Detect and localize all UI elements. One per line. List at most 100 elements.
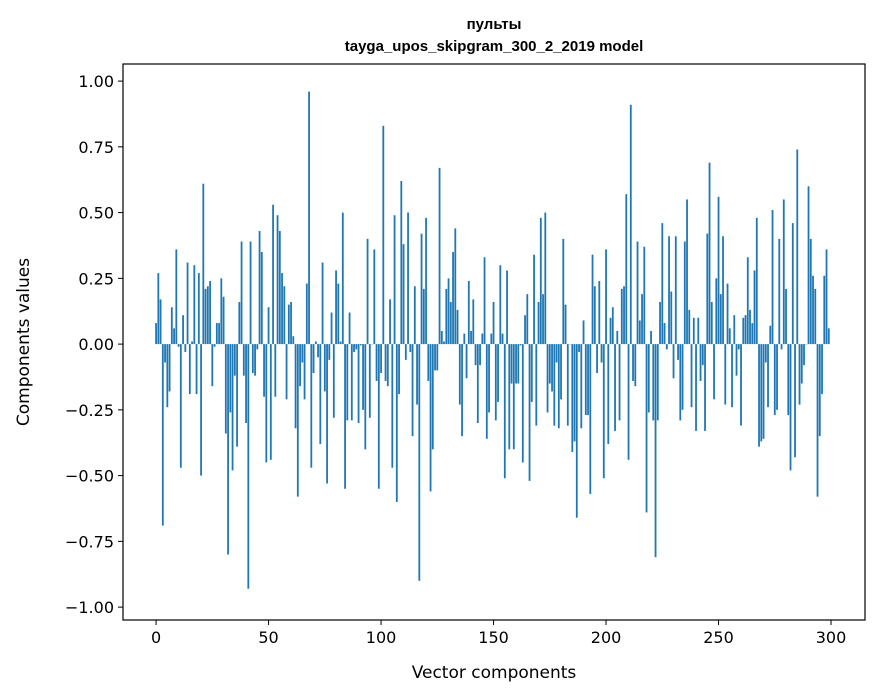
bars-group [155, 91, 830, 589]
bar [717, 196, 720, 345]
bar [251, 344, 254, 374]
y-tick-label: 0.75 [78, 138, 114, 157]
bar [258, 231, 261, 345]
bar [537, 302, 540, 345]
bar [785, 288, 787, 345]
bar [762, 344, 765, 439]
bar [409, 344, 412, 352]
bar [335, 270, 337, 345]
bar [710, 302, 713, 345]
bar [206, 286, 209, 345]
bar [555, 344, 558, 363]
bar [591, 254, 594, 345]
bar [195, 344, 198, 395]
bar [265, 344, 268, 463]
bar [344, 344, 346, 489]
bar [697, 317, 700, 345]
bar [605, 249, 607, 345]
bar [773, 344, 776, 416]
bar [285, 344, 288, 400]
bar [530, 344, 533, 402]
bar [269, 344, 272, 460]
bar [233, 344, 236, 376]
x-tick-label: 0 [151, 628, 161, 647]
bar [332, 344, 335, 418]
bar [413, 286, 416, 345]
bar [483, 257, 486, 345]
bar [706, 233, 709, 345]
bar [395, 344, 398, 502]
bar [348, 312, 351, 345]
bar [575, 344, 578, 518]
bar [674, 236, 677, 345]
bar [602, 344, 605, 479]
bar [620, 288, 623, 345]
bar [474, 344, 477, 366]
bar [704, 344, 706, 431]
bar [645, 344, 648, 513]
bar [812, 275, 814, 345]
bar [384, 344, 387, 381]
bar [764, 344, 767, 363]
bar [634, 344, 637, 387]
bar [236, 344, 238, 447]
bar [596, 344, 598, 374]
bar [535, 344, 538, 426]
bar [652, 344, 655, 421]
bar [609, 317, 612, 345]
y-tick-label: 0.50 [78, 204, 114, 223]
x-tick-label: 250 [703, 628, 734, 647]
chart-subtitle: tayga_upos_skipgram_300_2_2019 model [345, 38, 644, 55]
bar [382, 125, 385, 345]
bar [494, 344, 497, 421]
bar [402, 244, 405, 345]
bar [308, 91, 310, 345]
x-tick-label: 100 [366, 628, 397, 647]
bar [560, 344, 562, 400]
bar [337, 283, 340, 345]
bar [173, 328, 175, 345]
bar [629, 104, 632, 345]
bar [643, 246, 646, 345]
bar [303, 344, 306, 400]
bar [404, 344, 407, 360]
bar [533, 254, 535, 345]
bar [625, 194, 628, 345]
bar [800, 344, 803, 384]
bar [521, 344, 524, 463]
bar [807, 186, 810, 345]
bar [659, 302, 661, 345]
bar [220, 278, 223, 345]
y-tick-label: 0.00 [78, 335, 114, 354]
plot-frame [122, 63, 866, 621]
bar [510, 344, 513, 384]
bar [179, 344, 182, 468]
bar [227, 344, 229, 555]
bar [490, 333, 493, 345]
bar [440, 330, 443, 345]
bar [249, 241, 252, 345]
bar [434, 344, 436, 371]
bar [688, 309, 691, 345]
bar [398, 344, 400, 395]
bar [749, 309, 751, 345]
bar [287, 304, 290, 345]
bar [362, 344, 364, 410]
bar [299, 344, 301, 387]
bar [564, 304, 567, 345]
bar [818, 344, 821, 437]
bar [346, 344, 349, 421]
bar [713, 344, 715, 400]
x-tick-label: 50 [258, 628, 278, 647]
bar [751, 323, 754, 345]
bar [614, 344, 616, 431]
bar [215, 323, 218, 345]
bar [238, 302, 241, 345]
bar [636, 241, 639, 345]
bar [776, 344, 778, 410]
chart-title: пульты [467, 16, 522, 33]
bar [445, 288, 448, 345]
bar [740, 344, 742, 426]
bar [618, 344, 621, 421]
bar [427, 344, 430, 381]
